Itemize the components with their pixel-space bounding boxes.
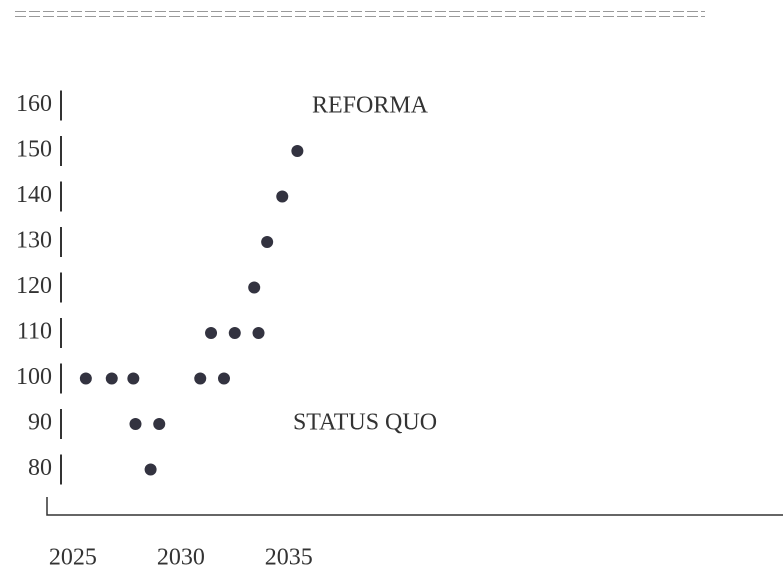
y-tick-label: 80 — [28, 455, 52, 481]
dot — [252, 327, 265, 339]
dot — [194, 372, 207, 385]
dot — [105, 372, 118, 385]
y-tick-label: 120 — [16, 273, 52, 299]
dot — [205, 327, 218, 339]
dot — [217, 372, 230, 385]
annotation: REFORMA — [312, 93, 429, 119]
x-axis — [46, 497, 783, 516]
dot — [276, 190, 289, 203]
y-tick-label: 100 — [16, 364, 52, 390]
dot — [248, 281, 261, 294]
dot — [127, 372, 140, 385]
dot — [228, 327, 241, 339]
y-tick-label: 130 — [16, 228, 52, 254]
y-tick-label: 150 — [16, 137, 52, 163]
dot — [291, 145, 304, 157]
x-tick-label: 2025 — [49, 545, 97, 571]
dot — [144, 463, 157, 476]
dot — [153, 418, 166, 430]
y-tick-label: 110 — [17, 319, 52, 345]
dot — [129, 418, 142, 430]
y-tick-label: 140 — [16, 182, 52, 208]
header-rule — [15, 11, 705, 17]
y-tick-label: 160 — [16, 91, 52, 117]
annotation: STATUS QUO — [293, 410, 437, 436]
x-tick-label: 2030 — [157, 545, 205, 571]
y-tick-label: 90 — [28, 410, 52, 436]
dot — [261, 236, 274, 248]
dot — [79, 372, 92, 385]
x-tick-label: 2035 — [265, 545, 313, 571]
